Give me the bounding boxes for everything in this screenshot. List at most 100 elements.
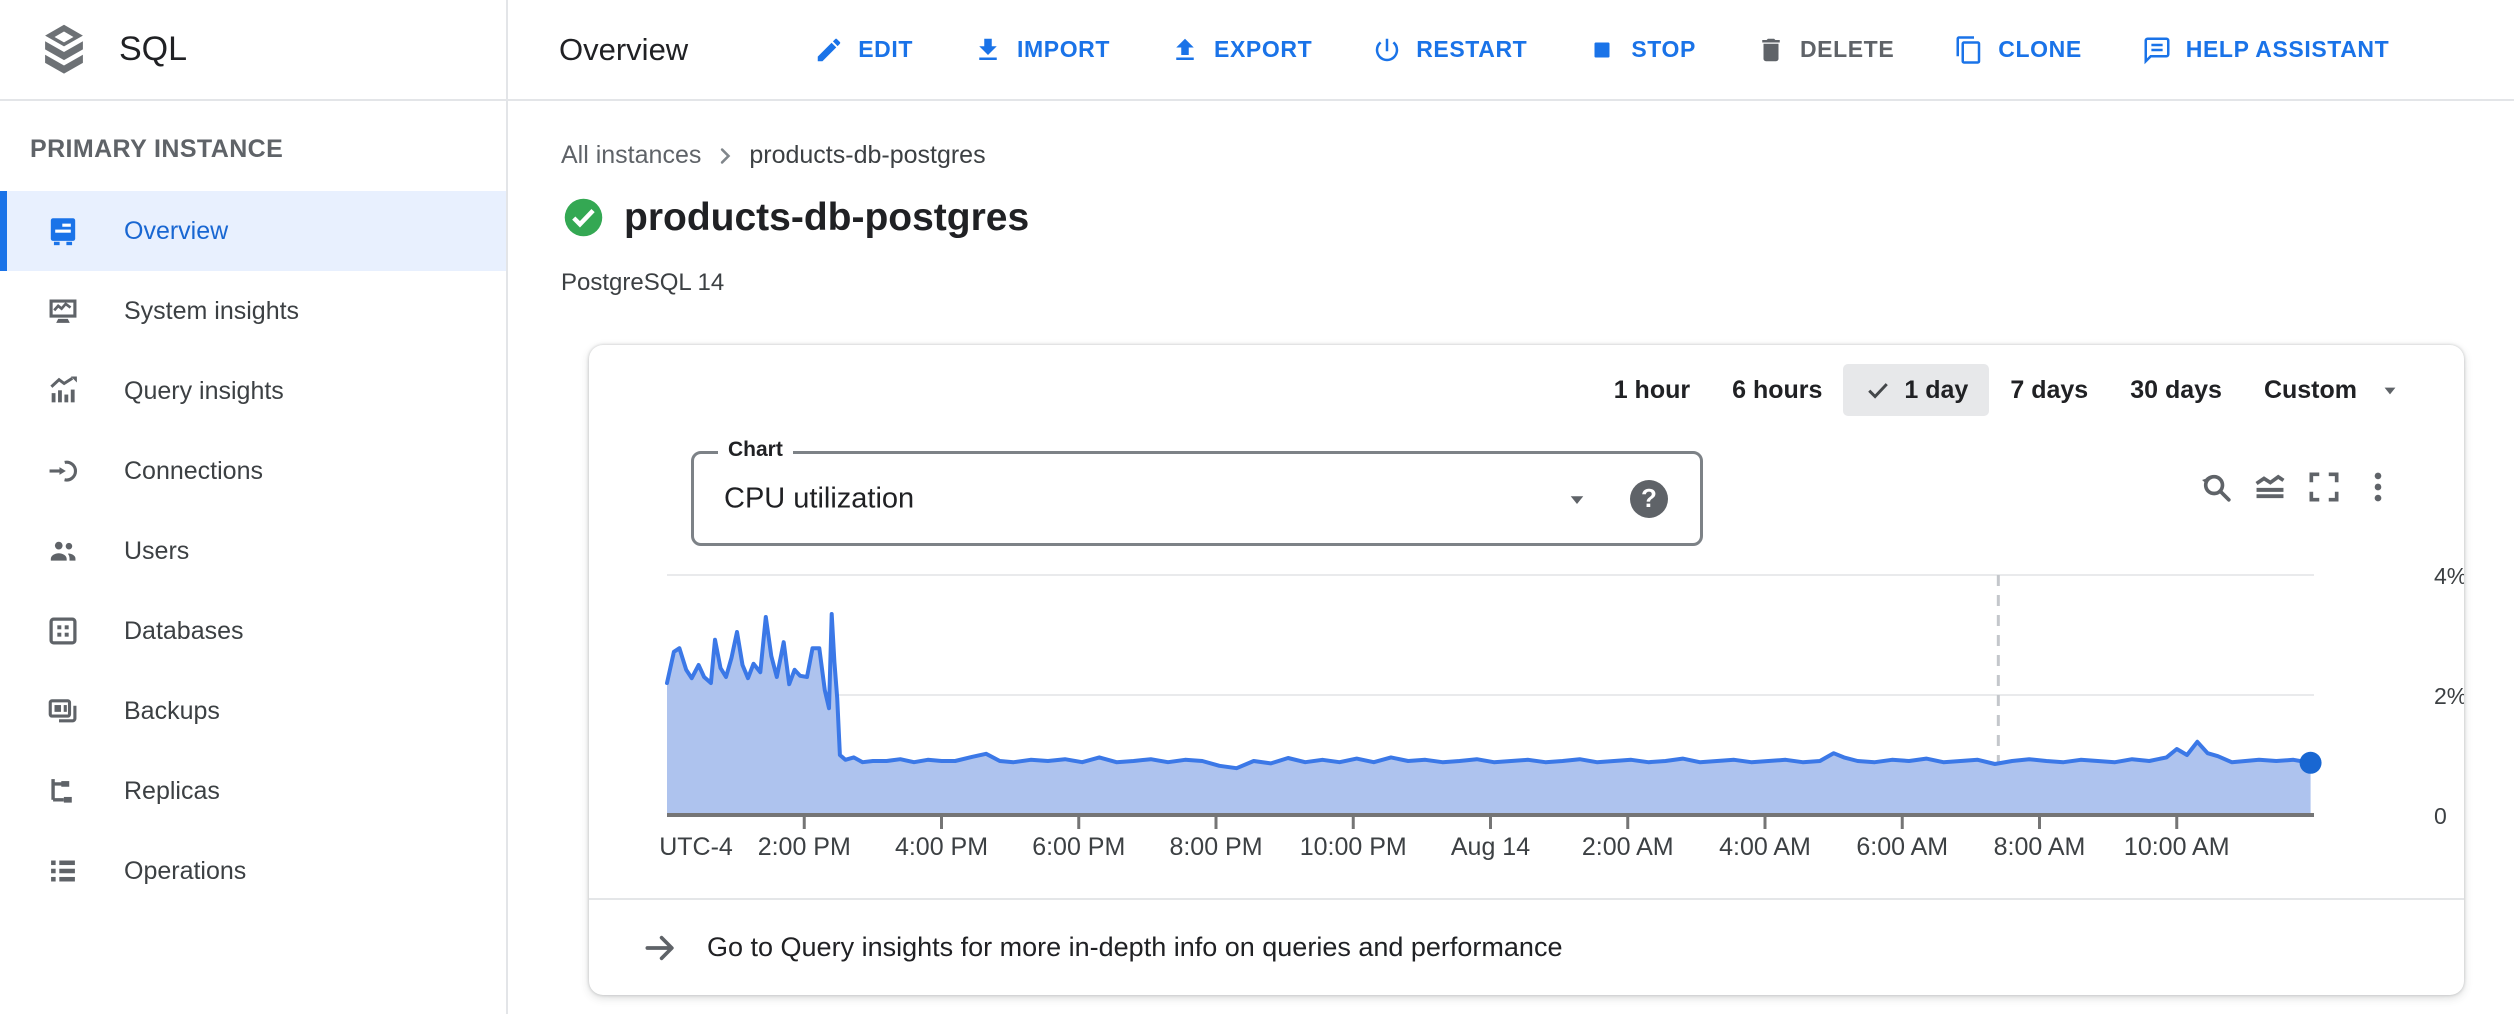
sidebar-item-connections[interactable]: Connections [0, 431, 506, 511]
main-content: All instances products-db-postgres produ… [508, 99, 2514, 1014]
range-option-custom[interactable]: Custom [2243, 364, 2420, 416]
sidebar-item-label: Databases [124, 616, 244, 645]
help-icon[interactable]: ? [1630, 479, 1668, 518]
range-option-1-day[interactable]: 1 day [1843, 364, 1990, 416]
chart-metric-select[interactable]: Chart CPU utilization ? [691, 438, 1703, 546]
restart-button[interactable]: RESTART [1342, 19, 1557, 81]
sidebar-section-label: PRIMARY INSTANCE [30, 135, 284, 163]
fullscreen-button[interactable] [2304, 467, 2344, 507]
x-tick-label: 6:00 PM [1032, 833, 1125, 861]
sidebar-item-label: Replicas [124, 776, 220, 805]
breadcrumb-current: products-db-postgres [749, 141, 986, 169]
chart-select-label: Chart [718, 438, 793, 462]
system-insights-icon [46, 294, 80, 328]
sidebar-item-users[interactable]: Users [0, 511, 506, 591]
product-home-link[interactable]: SQL [0, 21, 506, 79]
sidebar: PRIMARY INSTANCE Overview System insights… [0, 99, 506, 1014]
latest-point-dot [2299, 751, 2322, 774]
clone-button[interactable]: CLONE [1924, 19, 2112, 81]
range-option-label: 1 hour [1613, 375, 1691, 404]
action-label: DELETE [1799, 36, 1895, 62]
help-assistant-button[interactable]: HELP ASSISTANT [2112, 19, 2420, 81]
overview-icon [46, 214, 80, 248]
sidebar-item-operations[interactable]: Operations [0, 831, 506, 911]
x-tick-label: 2:00 AM [1582, 833, 1674, 861]
arrow-right-icon [641, 929, 679, 967]
breadcrumb: All instances products-db-postgres [561, 141, 986, 170]
area-chart-button[interactable] [2250, 467, 2290, 507]
product-name: SQL [119, 30, 188, 68]
x-tick-label: 2:00 PM [758, 833, 851, 861]
import-button[interactable]: IMPORT [943, 19, 1140, 81]
query-insights-link[interactable]: Go to Query insights for more in-depth i… [589, 900, 2464, 995]
page-header-title: Overview [559, 31, 689, 67]
sidebar-item-databases[interactable]: Databases [0, 591, 506, 671]
x-tick-label: 4:00 AM [1719, 833, 1811, 861]
edit-icon [814, 35, 844, 65]
more-vert-icon [2359, 468, 2397, 506]
backups-icon [46, 694, 80, 728]
range-option-30-days[interactable]: 30 days [2109, 364, 2243, 416]
chart-action-buttons [2196, 467, 2398, 507]
replicas-icon [46, 774, 80, 808]
fullscreen-icon [2305, 468, 2343, 506]
more-vert-button[interactable] [2358, 467, 2398, 507]
y-tick-label: 2% [2434, 683, 2464, 709]
sidebar-item-system-insights[interactable]: System insights [0, 271, 506, 351]
chevron-right-icon [711, 142, 739, 170]
export-icon [1170, 35, 1200, 65]
sidebar-item-backups[interactable]: Backups [0, 671, 506, 751]
clone-icon [1954, 35, 1984, 65]
query-insights-link-label: Go to Query insights for more in-depth i… [707, 932, 1563, 962]
stop-button[interactable]: STOP [1557, 19, 1726, 81]
zoom-reset-icon [2197, 468, 2235, 506]
cpu-area-fill [667, 614, 2311, 815]
sidebar-item-label: Connections [124, 456, 263, 485]
x-tick-label: 4:00 PM [895, 833, 988, 861]
status-ok-icon [561, 195, 606, 240]
zoom-reset-button[interactable] [2196, 467, 2236, 507]
import-icon [973, 35, 1003, 65]
toolbar-actions: EDIT IMPORT EXPORT RESTART STOP DELETE CLONE HE… [814, 19, 2419, 81]
x-tick-label: 8:00 PM [1169, 833, 1262, 861]
range-option-6-hours[interactable]: 6 hours [1711, 364, 1843, 416]
sidebar-item-label: Users [124, 536, 190, 565]
area-chart-icon [2251, 468, 2289, 506]
export-button[interactable]: EXPORT [1140, 19, 1342, 81]
instance-engine-version: PostgreSQL 14 [561, 269, 725, 296]
range-option-label: 1 day [1904, 375, 1969, 404]
action-label: RESTART [1416, 36, 1528, 62]
range-option-label: Custom [2263, 375, 2357, 404]
sidebar-item-overview[interactable]: Overview [0, 191, 506, 271]
sidebar-divider [506, 0, 508, 1014]
metrics-card: 1 hour 6 hours 1 day 7 days 30 days Custom Ch… [589, 345, 2464, 995]
check-icon [1864, 376, 1892, 404]
sidebar-item-query-insights[interactable]: Query insights [0, 351, 506, 431]
range-option-label: 6 hours [1732, 375, 1823, 404]
action-label: EDIT [858, 36, 913, 62]
x-tick-label: 8:00 AM [1994, 833, 2086, 861]
sidebar-item-label: System insights [124, 296, 300, 325]
edit-button[interactable]: EDIT [814, 19, 943, 81]
cloud-sql-logo-icon [37, 21, 91, 79]
cpu-utilization-chart[interactable]: 2:00 PM 4:00 PM 6:00 PM 8:00 PM 10:00 PM Aug … [589, 545, 2464, 890]
stop-icon [1587, 35, 1617, 65]
range-option-1-hour[interactable]: 1 hour [1593, 364, 1711, 416]
restart-icon [1372, 35, 1402, 65]
x-tick-label: 10:00 AM [2124, 833, 2230, 861]
range-option-label: 30 days [2130, 375, 2222, 404]
instance-title-row: products-db-postgres [561, 195, 1029, 240]
cpu-line [665, 612, 2313, 771]
delete-icon [1756, 35, 1786, 65]
range-option-7-days[interactable]: 7 days [1989, 364, 2109, 416]
action-label: EXPORT [1214, 36, 1313, 62]
operations-icon [46, 854, 80, 888]
chart-select-value: CPU utilization [724, 482, 915, 514]
sidebar-item-replicas[interactable]: Replicas [0, 751, 506, 831]
delete-button[interactable]: DELETE [1726, 19, 1924, 81]
action-label: HELP ASSISTANT [2185, 36, 2390, 62]
card-divider [589, 898, 2464, 900]
breadcrumb-all-instances[interactable]: All instances [561, 141, 702, 169]
x-tick-label: 10:00 PM [1300, 833, 1407, 861]
